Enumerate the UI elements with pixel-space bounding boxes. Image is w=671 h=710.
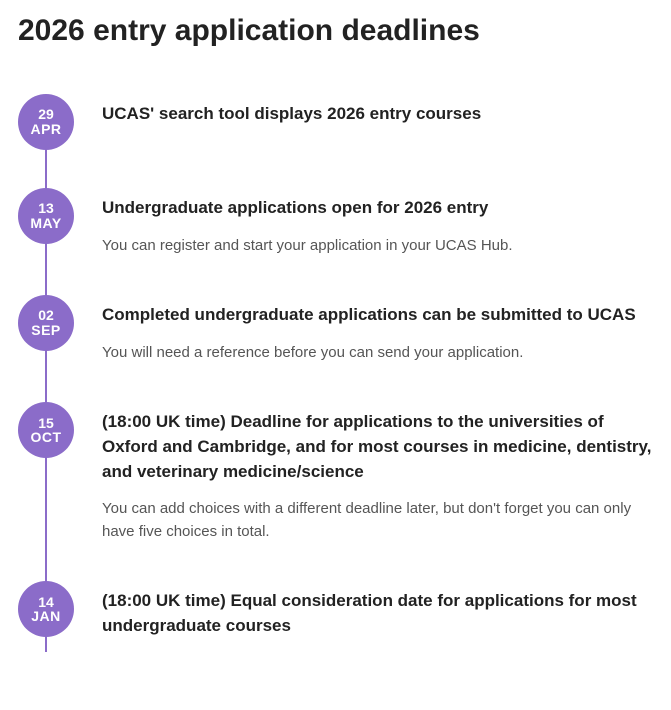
timeline-item: 14 JAN (18:00 UK time) Equal considerati… — [46, 587, 653, 652]
timeline: 29 APR UCAS' search tool displays 2026 e… — [18, 100, 653, 652]
timeline-item: 02 SEP Completed undergraduate applicati… — [46, 301, 653, 364]
item-title: Undergraduate applications open for 2026… — [102, 196, 653, 221]
item-desc: You can add choices with a different dea… — [102, 498, 653, 543]
item-content: UCAS' search tool displays 2026 entry co… — [102, 100, 653, 141]
timeline-item: 13 MAY Undergraduate applications open f… — [46, 194, 653, 257]
date-month: OCT — [30, 430, 61, 445]
item-content: Completed undergraduate applications can… — [102, 301, 653, 364]
date-day: 15 — [38, 416, 54, 431]
item-title: (18:00 UK time) Equal consideration date… — [102, 589, 653, 638]
date-day: 29 — [38, 107, 54, 122]
date-day: 02 — [38, 308, 54, 323]
item-desc: You will need a reference before you can… — [102, 342, 653, 365]
timeline-item: 29 APR UCAS' search tool displays 2026 e… — [46, 100, 653, 150]
date-month: MAY — [30, 216, 61, 231]
timeline-item: 15 OCT (18:00 UK time) Deadline for appl… — [46, 408, 653, 543]
date-day: 13 — [38, 201, 54, 216]
item-title: UCAS' search tool displays 2026 entry co… — [102, 102, 653, 127]
date-badge: 29 APR — [18, 94, 74, 150]
date-badge: 15 OCT — [18, 402, 74, 458]
date-month: JAN — [31, 609, 61, 624]
item-desc: You can register and start your applicat… — [102, 235, 653, 258]
date-day: 14 — [38, 595, 54, 610]
date-badge: 02 SEP — [18, 295, 74, 351]
item-content: (18:00 UK time) Deadline for application… — [102, 408, 653, 543]
item-content: (18:00 UK time) Equal consideration date… — [102, 587, 653, 652]
page-title: 2026 entry application deadlines — [18, 14, 653, 48]
item-title: (18:00 UK time) Deadline for application… — [102, 410, 653, 484]
date-month: SEP — [31, 323, 61, 338]
date-badge: 13 MAY — [18, 188, 74, 244]
date-badge: 14 JAN — [18, 581, 74, 637]
item-title: Completed undergraduate applications can… — [102, 303, 653, 328]
date-month: APR — [30, 122, 61, 137]
item-content: Undergraduate applications open for 2026… — [102, 194, 653, 257]
